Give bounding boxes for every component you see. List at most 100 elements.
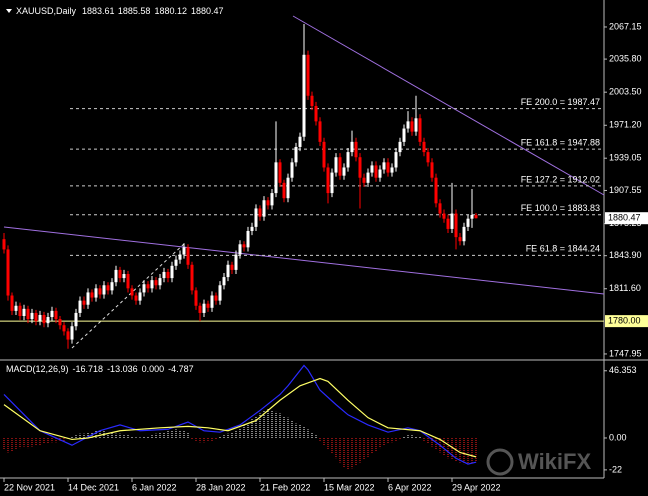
y2-tick-label: 46.353 xyxy=(609,365,637,375)
candle-body xyxy=(358,157,362,178)
candle-body xyxy=(194,290,198,306)
trend-line xyxy=(292,15,605,196)
fib-level-label: FE 127.2 = 1912.02 xyxy=(521,174,600,184)
candle-body xyxy=(202,303,206,313)
macd-readout: -4.787 xyxy=(168,364,194,374)
x-tick-label: 6 Jan 2022 xyxy=(132,482,177,492)
candle-body xyxy=(218,285,222,301)
candle-body xyxy=(82,300,86,305)
candle-body xyxy=(458,237,462,242)
candle-body xyxy=(94,288,98,298)
candle-body xyxy=(322,141,326,168)
watermark-logo xyxy=(486,448,514,476)
candle-body xyxy=(242,244,246,248)
candle-body xyxy=(110,282,114,291)
candle-body xyxy=(386,162,390,173)
candle-body xyxy=(106,285,110,291)
macd-main-line xyxy=(3,364,477,465)
candle-body xyxy=(122,274,126,279)
candle-body xyxy=(394,152,398,168)
candle-body xyxy=(6,249,10,296)
candle-body xyxy=(154,280,158,286)
y-tick-label: 2035.80 xyxy=(609,53,642,63)
watermark: WikiFX xyxy=(518,449,591,474)
candle-body xyxy=(10,295,14,311)
candle-body xyxy=(402,128,406,142)
x-tick-label: 21 Feb 2022 xyxy=(260,482,311,492)
candle-body xyxy=(150,280,154,289)
y-tick-label: 1811.60 xyxy=(609,283,641,293)
candle-body xyxy=(190,264,194,291)
close: 1880.47 xyxy=(191,6,224,16)
candle-body xyxy=(246,230,250,248)
candle-body xyxy=(230,264,234,270)
candle-body xyxy=(374,165,378,178)
x-tick-label: 22 Nov 2021 xyxy=(4,482,55,492)
candle-body xyxy=(298,136,302,147)
candle-body xyxy=(446,218,450,229)
candle-body xyxy=(362,177,366,183)
candle-body xyxy=(306,54,310,96)
candle-body xyxy=(290,162,294,178)
y-tick-label: 2067.15 xyxy=(609,21,642,31)
candle-body xyxy=(178,254,182,260)
candle-body xyxy=(406,121,410,129)
candle-body xyxy=(170,265,174,279)
candle-body xyxy=(382,162,386,170)
candle-body xyxy=(174,259,178,266)
x-tick-label: 29 Apr 2022 xyxy=(452,482,501,492)
candle-body xyxy=(46,317,50,324)
candle-body xyxy=(206,303,210,308)
candle-body xyxy=(398,141,402,153)
candle-body xyxy=(390,167,394,173)
candle-body xyxy=(470,214,474,219)
candle-body xyxy=(138,292,142,301)
candle-body xyxy=(98,288,102,295)
candle-body xyxy=(274,162,278,194)
candle-body xyxy=(266,200,270,206)
candle-body xyxy=(426,152,430,163)
y-tick-label: 1843.90 xyxy=(609,250,642,260)
candle-body xyxy=(142,284,146,293)
y-tick-label: 1971.20 xyxy=(609,120,642,130)
candle-body xyxy=(434,177,438,204)
candle-body xyxy=(466,218,470,227)
candle-body xyxy=(130,288,134,296)
candle-body xyxy=(134,295,138,301)
candle-body xyxy=(58,319,62,326)
candle-body xyxy=(198,305,202,313)
candle-body xyxy=(54,310,58,320)
candle-body xyxy=(350,141,354,153)
candle-body xyxy=(74,312,78,327)
candle-body xyxy=(462,226,466,242)
candle-body xyxy=(438,203,442,214)
candle-body xyxy=(474,214,478,219)
y-tick-label: 1939.05 xyxy=(609,153,642,163)
candle-body xyxy=(22,308,26,317)
candle-body xyxy=(354,141,358,158)
macd-readout: 0.000 xyxy=(142,364,165,374)
candle-body xyxy=(158,278,162,286)
candle-body xyxy=(254,208,258,227)
candle-body xyxy=(210,295,214,308)
candle-body xyxy=(90,292,94,298)
low: 1880.12 xyxy=(154,6,187,16)
candle-body xyxy=(30,312,34,320)
trend-line xyxy=(71,242,186,349)
candle-body xyxy=(62,325,66,332)
candle-body xyxy=(258,208,262,217)
candle-body xyxy=(286,177,290,199)
y2-tick-label: -22 xyxy=(609,464,622,474)
candle-body xyxy=(102,285,106,295)
candle-body xyxy=(118,269,122,279)
candle-body xyxy=(366,172,370,183)
symbol: XAUUSD,Daily xyxy=(16,6,77,16)
macd-signal-line xyxy=(3,377,477,458)
y-tick-label: 2003.50 xyxy=(609,87,642,97)
y-tick-label: 1747.95 xyxy=(609,348,642,358)
candle-body xyxy=(330,172,334,194)
candle-body xyxy=(182,247,186,255)
candle-body xyxy=(302,54,306,137)
